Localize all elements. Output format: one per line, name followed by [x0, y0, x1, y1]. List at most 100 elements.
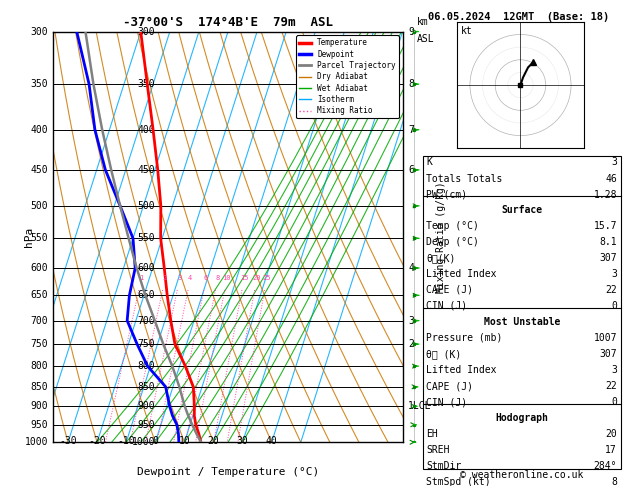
Text: 9: 9 [408, 27, 414, 36]
Text: 1007: 1007 [594, 333, 617, 343]
Text: km: km [416, 17, 428, 28]
Text: 1: 1 [139, 275, 143, 281]
Text: Totals Totals: Totals Totals [426, 174, 503, 184]
Text: 0: 0 [152, 436, 159, 446]
Text: 4: 4 [408, 263, 414, 273]
Text: 30: 30 [237, 436, 248, 446]
Text: 3: 3 [177, 275, 182, 281]
Text: 20: 20 [252, 275, 261, 281]
Text: 8: 8 [408, 79, 414, 89]
Text: 400: 400 [138, 125, 155, 135]
Legend: Temperature, Dewpoint, Parcel Trajectory, Dry Adiabat, Wet Adiabat, Isotherm, Mi: Temperature, Dewpoint, Parcel Trajectory… [296, 35, 399, 118]
Text: 700: 700 [30, 315, 48, 326]
Text: Surface: Surface [501, 205, 542, 215]
Text: 46: 46 [605, 174, 617, 184]
Text: 3: 3 [611, 269, 617, 279]
Text: © weatheronline.co.uk: © weatheronline.co.uk [460, 470, 584, 480]
Text: 1000: 1000 [131, 437, 155, 447]
Text: CAPE (J): CAPE (J) [426, 285, 474, 295]
Text: StmDir: StmDir [426, 461, 462, 471]
Text: 600: 600 [30, 263, 48, 273]
Text: 450: 450 [138, 165, 155, 175]
Text: Most Unstable: Most Unstable [484, 317, 560, 327]
Text: 15: 15 [240, 275, 248, 281]
Text: θᴇ(K): θᴇ(K) [426, 253, 456, 263]
Text: 550: 550 [30, 233, 48, 243]
Text: 10: 10 [179, 436, 190, 446]
Text: PW (cm): PW (cm) [426, 190, 467, 200]
Text: 350: 350 [138, 79, 155, 89]
Text: 700: 700 [138, 315, 155, 326]
Text: 3: 3 [611, 157, 617, 168]
Text: K: K [426, 157, 432, 168]
Text: 900: 900 [138, 401, 155, 411]
Text: 2: 2 [408, 339, 414, 349]
Text: 20: 20 [605, 429, 617, 439]
Text: 550: 550 [138, 233, 155, 243]
Text: 06.05.2024  12GMT  (Base: 18): 06.05.2024 12GMT (Base: 18) [428, 12, 610, 22]
Text: 1.28: 1.28 [594, 190, 617, 200]
Text: Dewp (°C): Dewp (°C) [426, 237, 479, 247]
Text: 600: 600 [138, 263, 155, 273]
Text: ASL: ASL [416, 34, 434, 44]
Text: 750: 750 [30, 339, 48, 349]
Text: 650: 650 [138, 290, 155, 300]
Text: 307: 307 [599, 253, 617, 263]
Text: Hodograph: Hodograph [495, 413, 548, 423]
Text: 950: 950 [138, 420, 155, 430]
Text: 750: 750 [138, 339, 155, 349]
Text: 10: 10 [223, 275, 231, 281]
Text: 25: 25 [262, 275, 271, 281]
Text: CIN (J): CIN (J) [426, 301, 467, 311]
Text: 800: 800 [30, 361, 48, 371]
Text: 400: 400 [30, 125, 48, 135]
Text: 350: 350 [30, 79, 48, 89]
Text: 22: 22 [605, 285, 617, 295]
Text: Dewpoint / Temperature (°C): Dewpoint / Temperature (°C) [137, 467, 319, 477]
Text: CIN (J): CIN (J) [426, 397, 467, 407]
Text: -30: -30 [59, 436, 77, 446]
Text: 500: 500 [138, 201, 155, 211]
Text: 3: 3 [611, 365, 617, 375]
Text: kt: kt [461, 26, 473, 35]
Text: 20: 20 [208, 436, 220, 446]
Text: 4: 4 [188, 275, 192, 281]
Text: 300: 300 [138, 27, 155, 36]
Text: 6: 6 [204, 275, 208, 281]
Text: 15.7: 15.7 [594, 221, 617, 231]
Text: 7: 7 [408, 125, 414, 135]
Text: 2: 2 [163, 275, 167, 281]
Text: 0: 0 [611, 397, 617, 407]
Text: 1LCL: 1LCL [408, 401, 431, 411]
Text: 300: 300 [30, 27, 48, 36]
Text: 0: 0 [611, 301, 617, 311]
Text: 950: 950 [30, 420, 48, 430]
Text: 650: 650 [30, 290, 48, 300]
Text: Pressure (mb): Pressure (mb) [426, 333, 503, 343]
Text: 8: 8 [216, 275, 220, 281]
Text: Lifted Index: Lifted Index [426, 269, 497, 279]
Text: 8.1: 8.1 [599, 237, 617, 247]
Text: 8: 8 [611, 477, 617, 486]
Text: 6: 6 [408, 165, 414, 175]
Title: -37°00'S  174°4B'E  79m  ASL: -37°00'S 174°4B'E 79m ASL [123, 16, 333, 29]
Text: StmSpd (kt): StmSpd (kt) [426, 477, 491, 486]
Text: 450: 450 [30, 165, 48, 175]
Text: θᴇ (K): θᴇ (K) [426, 349, 462, 359]
Text: SREH: SREH [426, 445, 450, 455]
Text: 284°: 284° [594, 461, 617, 471]
Text: hPa: hPa [24, 227, 34, 247]
Text: 850: 850 [138, 382, 155, 392]
Text: 40: 40 [266, 436, 277, 446]
Text: 1000: 1000 [25, 437, 48, 447]
Text: -20: -20 [88, 436, 106, 446]
Text: 3: 3 [408, 315, 414, 326]
Text: EH: EH [426, 429, 438, 439]
Text: 307: 307 [599, 349, 617, 359]
Text: 900: 900 [30, 401, 48, 411]
Text: Temp (°C): Temp (°C) [426, 221, 479, 231]
Text: -10: -10 [118, 436, 135, 446]
Text: Mixing Ratio (g/kg): Mixing Ratio (g/kg) [436, 181, 446, 293]
Text: Lifted Index: Lifted Index [426, 365, 497, 375]
Text: 17: 17 [605, 445, 617, 455]
